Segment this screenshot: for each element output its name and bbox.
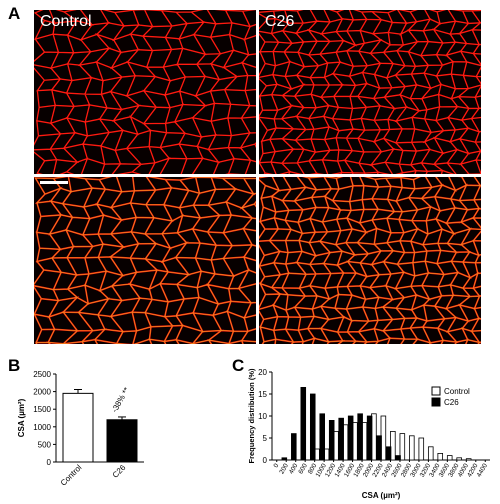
- bar-c26: [366, 415, 373, 461]
- x-axis-label: CSA (µm²): [362, 491, 401, 500]
- x-tick-label: 200: [278, 462, 290, 475]
- legend-label: Control: [444, 387, 470, 396]
- y-tick-label: 5: [263, 434, 268, 443]
- bar-c26: [385, 446, 392, 461]
- bar-c26: [291, 433, 297, 461]
- bar-control: [390, 431, 396, 461]
- bar-control: [418, 437, 425, 461]
- y-tick-label: 500: [38, 440, 52, 449]
- y-axis-label: CSA (µm²): [17, 398, 26, 437]
- y-tick-label: 0: [47, 458, 52, 467]
- significance-annotation: -38% **: [110, 386, 131, 414]
- panel-letter-c: C: [232, 356, 245, 375]
- y-tick-label: 0: [263, 456, 268, 465]
- legend-swatch: [431, 397, 441, 407]
- bar-c26: [395, 455, 401, 461]
- segmented-section-image: [34, 177, 256, 344]
- muscle-section-image: [34, 10, 256, 174]
- csa-bar-chart: 0 500 1000 1500 2000 2500 CSA (µm²) Control C26 -…: [17, 370, 144, 488]
- x-tick-label: 600: [297, 462, 309, 475]
- y-tick-label: 2500: [33, 370, 51, 379]
- panel-letter-a: A: [8, 4, 21, 23]
- panel-letter-b: B: [8, 356, 21, 375]
- x-tick-label: 400: [288, 462, 300, 475]
- bar-c26: [338, 417, 344, 461]
- bar-c26: [300, 386, 307, 461]
- micrograph-c26-top: C26: [259, 10, 481, 174]
- bar-control: [437, 453, 444, 461]
- muscle-section-image: [259, 10, 481, 174]
- bar: [106, 419, 138, 463]
- control-label: Control: [40, 13, 92, 30]
- y-tick-label: 20: [258, 368, 267, 377]
- y-axis-label: Frequency distribution (%): [247, 368, 256, 464]
- y-tick-label: 10: [258, 412, 267, 421]
- bar-control: [427, 446, 434, 461]
- bar-c26: [319, 413, 326, 461]
- c26-label: C26: [265, 13, 295, 30]
- bar-c26: [281, 457, 288, 461]
- x-tick-label: 4400: [476, 462, 489, 478]
- x-tick-label: C26: [111, 463, 128, 480]
- micrograph-control-bottom: [34, 177, 256, 344]
- x-tick-label: 0: [273, 462, 281, 469]
- bar: [62, 392, 94, 463]
- bar-c26: [347, 415, 354, 461]
- bar-control: [465, 458, 472, 461]
- y-tick-label: 2000: [33, 388, 51, 397]
- legend-swatch: [431, 386, 441, 396]
- micrograph-c26-bottom: [259, 177, 481, 344]
- x-tick-label: 800: [307, 462, 319, 475]
- y-tick-label: 1000: [33, 423, 51, 432]
- bar-control: [399, 433, 406, 461]
- bar-control: [446, 455, 453, 461]
- bar-control: [409, 435, 415, 461]
- bar-c26: [328, 420, 335, 461]
- bar-c26: [357, 413, 363, 461]
- bar-c26: [376, 435, 382, 461]
- micrograph-control-top: Control: [34, 10, 256, 174]
- y-tick-label: 1500: [33, 405, 51, 414]
- bar-control: [456, 457, 462, 461]
- scale-bar: [40, 181, 68, 184]
- y-tick-label: 15: [258, 390, 267, 399]
- bar-c26: [309, 393, 316, 461]
- legend-label: C26: [444, 398, 459, 407]
- segmented-section-image: [259, 177, 481, 344]
- x-tick-label: Control: [59, 463, 84, 488]
